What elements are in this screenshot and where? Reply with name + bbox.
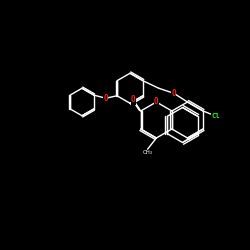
Text: Cl: Cl xyxy=(211,113,220,119)
Text: O: O xyxy=(104,94,108,103)
Text: O: O xyxy=(154,98,159,106)
Text: O: O xyxy=(131,95,136,104)
Text: CH₃: CH₃ xyxy=(142,150,153,156)
Text: O: O xyxy=(172,89,176,98)
